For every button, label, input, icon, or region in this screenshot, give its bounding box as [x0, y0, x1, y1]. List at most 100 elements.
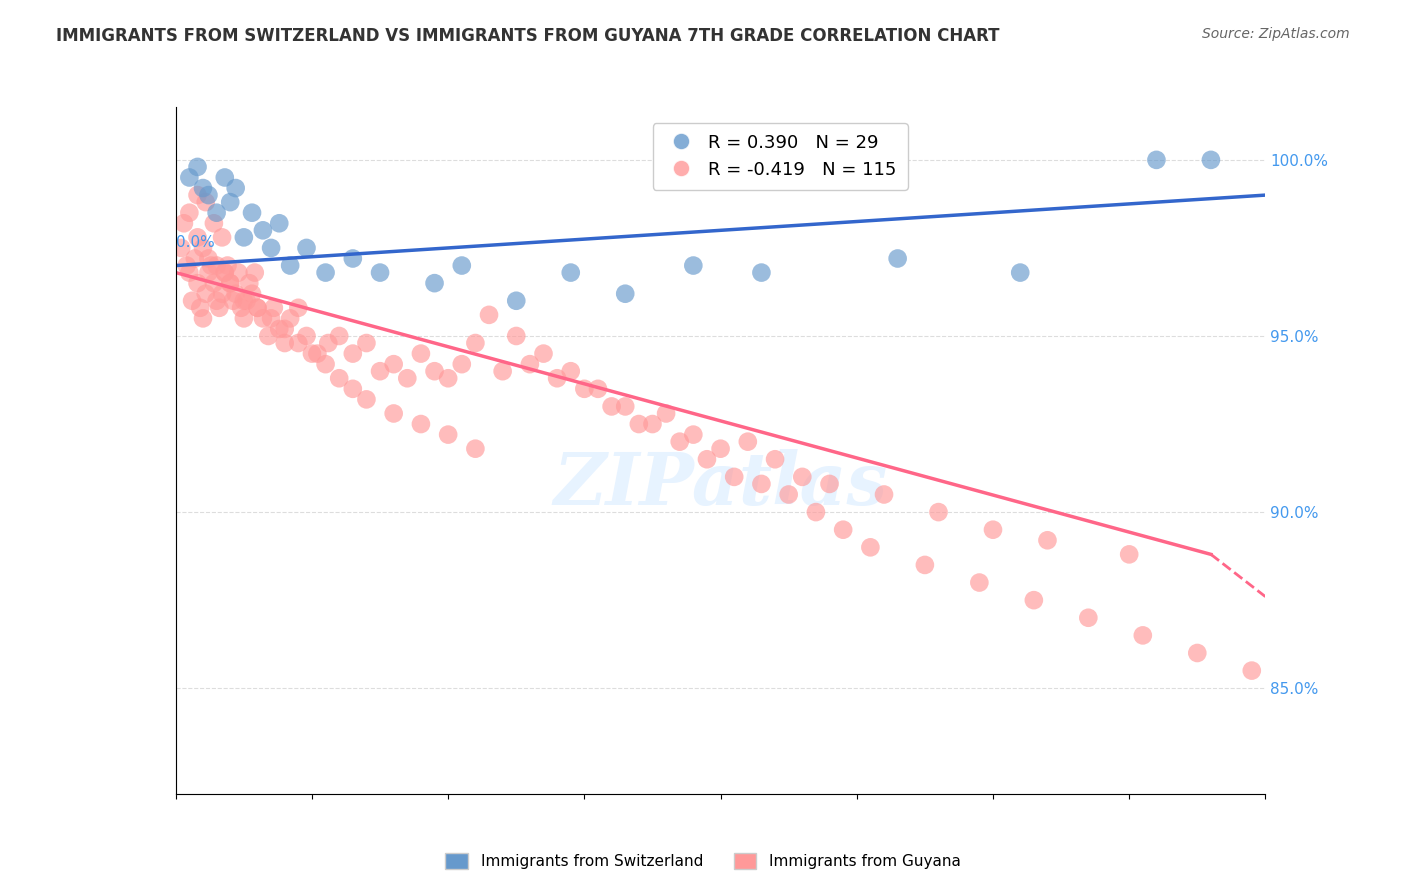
Immigrants from Guyana — [219, 276, 242, 290]
Immigrants from Switzerland — [278, 259, 301, 273]
Immigrants from Guyana — [696, 452, 718, 467]
Immigrants from Guyana — [263, 301, 285, 315]
Immigrants from Guyana — [194, 286, 217, 301]
Immigrants from Guyana — [1036, 533, 1059, 548]
Immigrants from Guyana — [328, 329, 350, 343]
Immigrants from Guyana — [208, 301, 231, 315]
Immigrants from Guyana — [478, 308, 501, 322]
Immigrants from Switzerland — [751, 266, 773, 280]
Immigrants from Switzerland — [225, 181, 247, 195]
Immigrants from Guyana — [396, 371, 419, 385]
Immigrants from Guyana — [228, 266, 250, 280]
Immigrants from Guyana — [181, 293, 204, 308]
Immigrants from Guyana — [682, 427, 704, 442]
Immigrants from Guyana — [232, 293, 254, 308]
Immigrants from Guyana — [238, 276, 260, 290]
Immigrants from Guyana — [219, 276, 242, 290]
Immigrants from Guyana — [170, 241, 193, 255]
Immigrants from Guyana — [179, 205, 201, 219]
Immigrants from Guyana — [1118, 547, 1140, 561]
Immigrants from Guyana — [188, 301, 211, 315]
Immigrants from Guyana — [252, 311, 274, 326]
Immigrants from Guyana — [287, 336, 309, 351]
Immigrants from Guyana — [342, 382, 364, 396]
Immigrants from Guyana — [1240, 664, 1263, 678]
Immigrants from Guyana — [257, 329, 280, 343]
Immigrants from Guyana — [225, 286, 247, 301]
Immigrants from Guyana — [723, 470, 745, 484]
Immigrants from Guyana — [969, 575, 991, 590]
Immigrants from Switzerland — [423, 276, 446, 290]
Immigrants from Guyana — [186, 188, 209, 202]
Immigrants from Switzerland — [342, 252, 364, 266]
Immigrants from Switzerland — [205, 205, 228, 219]
Immigrants from Switzerland — [682, 259, 704, 273]
Immigrants from Guyana — [200, 259, 222, 273]
Immigrants from Guyana — [737, 434, 759, 449]
Immigrants from Switzerland — [315, 266, 337, 280]
Immigrants from Switzerland — [214, 170, 236, 185]
Immigrants from Guyana — [492, 364, 515, 378]
Immigrants from Guyana — [191, 241, 214, 255]
Immigrants from Guyana — [231, 301, 253, 315]
Immigrants from Switzerland — [219, 195, 242, 210]
Immigrants from Switzerland — [505, 293, 527, 308]
Immigrants from Guyana — [655, 407, 678, 421]
Immigrants from Switzerland — [295, 241, 318, 255]
Immigrants from Guyana — [307, 346, 329, 360]
Immigrants from Switzerland — [232, 230, 254, 244]
Immigrants from Switzerland — [240, 205, 263, 219]
Immigrants from Guyana — [217, 259, 239, 273]
Immigrants from Guyana — [214, 266, 236, 280]
Immigrants from Switzerland — [260, 241, 283, 255]
Immigrants from Guyana — [368, 364, 391, 378]
Immigrants from Guyana — [409, 346, 432, 360]
Immigrants from Guyana — [423, 364, 446, 378]
Immigrants from Guyana — [832, 523, 855, 537]
Immigrants from Guyana — [560, 364, 582, 378]
Immigrants from Switzerland — [1144, 153, 1167, 167]
Immigrants from Switzerland — [269, 216, 291, 230]
Immigrants from Guyana — [763, 452, 786, 467]
Immigrants from Guyana — [859, 541, 882, 555]
Immigrants from Guyana — [211, 230, 233, 244]
Immigrants from Guyana — [202, 216, 225, 230]
Immigrants from Guyana — [1187, 646, 1209, 660]
Immigrants from Guyana — [546, 371, 568, 385]
Immigrants from Guyana — [356, 392, 378, 407]
Immigrants from Guyana — [260, 311, 283, 326]
Immigrants from Guyana — [301, 346, 323, 360]
Immigrants from Guyana — [668, 434, 690, 449]
Immigrants from Guyana — [600, 400, 623, 414]
Immigrants from Guyana — [437, 427, 460, 442]
Immigrants from Guyana — [710, 442, 733, 456]
Immigrants from Switzerland — [179, 170, 201, 185]
Immigrants from Guyana — [464, 336, 486, 351]
Immigrants from Guyana — [505, 329, 527, 343]
Immigrants from Guyana — [278, 311, 301, 326]
Immigrants from Guyana — [222, 293, 245, 308]
Immigrants from Guyana — [235, 293, 257, 308]
Immigrants from Guyana — [519, 357, 541, 371]
Immigrants from Switzerland — [191, 181, 214, 195]
Immigrants from Guyana — [295, 329, 318, 343]
Immigrants from Guyana — [202, 276, 225, 290]
Immigrants from Guyana — [1077, 611, 1099, 625]
Immigrants from Guyana — [792, 470, 814, 484]
Immigrants from Guyana — [342, 346, 364, 360]
Immigrants from Guyana — [614, 400, 637, 414]
Immigrants from Switzerland — [252, 223, 274, 237]
Immigrants from Switzerland — [560, 266, 582, 280]
Immigrants from Guyana — [818, 477, 841, 491]
Immigrants from Guyana — [315, 357, 337, 371]
Immigrants from Guyana — [627, 417, 650, 431]
Y-axis label: 7th Grade: 7th Grade — [0, 412, 7, 489]
Immigrants from Guyana — [179, 266, 201, 280]
Immigrants from Switzerland — [886, 252, 908, 266]
Immigrants from Guyana — [232, 311, 254, 326]
Text: Source: ZipAtlas.com: Source: ZipAtlas.com — [1202, 27, 1350, 41]
Immigrants from Guyana — [1022, 593, 1045, 607]
Immigrants from Switzerland — [1199, 153, 1222, 167]
Immigrants from Guyana — [328, 371, 350, 385]
Immigrants from Guyana — [1132, 628, 1154, 642]
